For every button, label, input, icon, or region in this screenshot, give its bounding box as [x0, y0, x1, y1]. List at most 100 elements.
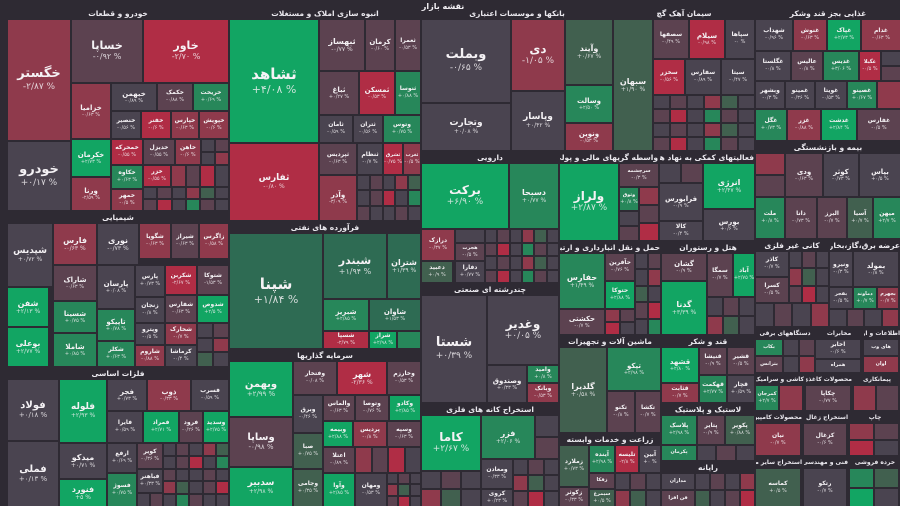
mini-stock-tile[interactable]: [190, 469, 202, 481]
mini-stock-tile[interactable]: [726, 474, 739, 489]
mini-stock-tile[interactable]: [405, 448, 420, 472]
stock-tile[interactable]: ثباغ +۰/۲۷ %: [320, 72, 358, 114]
mini-stock-tile[interactable]: [705, 110, 720, 122]
stock-tile[interactable]: پارسان +۰/۰۸ %: [98, 266, 134, 308]
stock-tile[interactable]: همراه: [816, 360, 860, 372]
stock-tile[interactable]: ثتران -۰/۵۶ %: [354, 116, 382, 142]
mini-stock-tile[interactable]: [654, 138, 669, 150]
mini-stock-tile[interactable]: [186, 166, 199, 186]
stock-tile[interactable]: غگلستا -۰/۸ %: [756, 52, 790, 80]
stock-tile[interactable]: شکلر +۰/۶۳ %: [98, 342, 134, 366]
stock-tile[interactable]: ثشرق -۰/۷۵ %: [384, 144, 402, 174]
stock-tile[interactable]: ملت +۰/۸ %: [756, 198, 784, 238]
mini-stock-tile[interactable]: [724, 298, 738, 315]
stock-tile[interactable]: ثنوسا +۰/۸۸ %: [396, 72, 420, 114]
stock-tile[interactable]: صبا +۰/۷۵ %: [294, 434, 322, 468]
stock-tile[interactable]: شراز +۲/۹۸ %: [370, 332, 396, 348]
mini-stock-tile[interactable]: [722, 96, 737, 108]
stock-tile[interactable]: وتجارت +۰/۰۸ %: [422, 104, 510, 150]
mini-stock-tile[interactable]: [158, 188, 171, 198]
stock-tile[interactable]: غدام -۰/۶۳ %: [862, 20, 900, 50]
mini-stock-tile[interactable]: [756, 154, 784, 174]
stock-tile[interactable]: قثابت -۰/۷ %: [662, 384, 698, 402]
mini-stock-tile[interactable]: [654, 110, 669, 122]
stock-tile[interactable]: وبانک -۰/۵۳ %: [528, 384, 558, 402]
stock-tile[interactable]: شبریز +۲/۸۵ %: [324, 300, 368, 330]
mini-stock-tile[interactable]: [456, 230, 484, 242]
mini-stock-tile[interactable]: [198, 338, 212, 352]
mini-stock-tile[interactable]: [422, 490, 440, 506]
stock-tile[interactable]: غصینو +۰/۶۷ %: [848, 82, 876, 108]
mini-stock-tile[interactable]: [186, 200, 200, 210]
stock-tile[interactable]: وبرق -۰/۴۶ %: [294, 396, 322, 432]
mini-stock-tile[interactable]: [383, 206, 395, 220]
stock-tile[interactable]: سیمرغ +۰/۵ %: [590, 490, 614, 506]
mini-stock-tile[interactable]: [877, 386, 898, 410]
mini-stock-tile[interactable]: [409, 176, 420, 190]
mini-stock-tile[interactable]: [177, 482, 189, 494]
stock-tile[interactable]: ثمسکن -۰/۵۳ %: [360, 72, 394, 114]
stock-tile[interactable]: شپدیس +۰/۷۲ %: [8, 224, 52, 286]
mini-stock-tile[interactable]: [203, 444, 215, 455]
mini-stock-tile[interactable]: [190, 495, 202, 506]
stock-tile[interactable]: خزر -۰/۵۵ %: [144, 166, 170, 186]
mini-stock-tile[interactable]: [724, 317, 738, 334]
stock-tile[interactable]: غویتا -۰/۵۳ %: [816, 82, 846, 108]
mini-stock-tile[interactable]: [756, 176, 784, 196]
stock-tile[interactable]: دعبید +۰/۹ %: [422, 262, 452, 282]
mini-stock-tile[interactable]: [616, 491, 630, 506]
mini-stock-tile[interactable]: [800, 357, 814, 372]
mini-stock-tile[interactable]: [370, 176, 382, 190]
mini-stock-tile[interactable]: [203, 495, 215, 506]
stock-tile[interactable]: خودرو +۰/۱۷ %: [8, 142, 70, 210]
mini-stock-tile[interactable]: [739, 110, 754, 122]
stock-tile[interactable]: خزامیا -۰/۶۳ %: [72, 84, 110, 138]
stock-tile[interactable]: بوعلی +۲/۷۷ %: [8, 328, 48, 366]
mini-stock-tile[interactable]: [649, 319, 660, 334]
stock-tile[interactable]: کمرجان +۲/۷ %: [756, 386, 778, 410]
mini-stock-tile[interactable]: [739, 124, 754, 136]
mini-stock-tile[interactable]: [190, 482, 202, 494]
mini-stock-tile[interactable]: [144, 188, 157, 198]
stock-tile[interactable]: دانا -۰/۷۳ %: [786, 198, 816, 238]
mini-stock-tile[interactable]: [535, 230, 546, 242]
mini-stock-tile[interactable]: [514, 476, 528, 490]
mini-stock-tile[interactable]: [631, 474, 645, 489]
stock-tile[interactable]: شفن +۲/۱۳ %: [8, 288, 48, 326]
mini-stock-tile[interactable]: [536, 416, 558, 436]
stock-tile[interactable]: فرابورس -۰/۹ %: [660, 184, 702, 220]
mini-stock-tile[interactable]: [708, 298, 722, 315]
mini-stock-tile[interactable]: [529, 492, 543, 506]
stock-tile[interactable]: فسرب -۰/۵۹ %: [192, 380, 228, 410]
stock-tile[interactable]: گلدیرا +۰/۵۸ %: [560, 348, 606, 432]
stock-tile[interactable]: تکشا -۰/۷ %: [636, 392, 660, 432]
stock-tile[interactable]: شتوکا -۱/۵۳ %: [198, 266, 228, 294]
mini-stock-tile[interactable]: [198, 353, 212, 366]
stock-tile[interactable]: بکاب: [756, 340, 782, 355]
mini-stock-tile[interactable]: [780, 386, 802, 410]
stock-tile[interactable]: خکمک -۰/۸۸ %: [158, 84, 192, 110]
mini-stock-tile[interactable]: [172, 200, 185, 210]
stock-tile[interactable]: عالیس -۰/۸ %: [792, 52, 822, 80]
mini-stock-tile[interactable]: [198, 324, 212, 337]
stock-tile[interactable]: شفارس -۰/۶۳ %: [166, 296, 196, 322]
stock-tile[interactable]: والماس -۰/۶۳ %: [324, 396, 354, 420]
stock-tile[interactable]: کماسه +۰/۵ %: [756, 469, 800, 506]
stock-tile[interactable]: پتایر -۰/۹ %: [698, 416, 724, 444]
mini-stock-tile[interactable]: [177, 444, 189, 455]
stock-tile[interactable]: وجامی +۰/۳۵ %: [294, 470, 322, 506]
stock-tile[interactable]: سمگا -۰/۷ %: [708, 254, 732, 296]
stock-tile[interactable]: ونوین -۰/۵۳ %: [566, 124, 612, 150]
stock-tile[interactable]: وآذر -۳/۰۹ %: [320, 176, 356, 220]
mini-stock-tile[interactable]: [216, 482, 228, 494]
mini-stock-tile[interactable]: [202, 140, 214, 151]
mini-stock-tile[interactable]: [850, 488, 873, 506]
mini-stock-tile[interactable]: [422, 472, 440, 488]
mini-stock-tile[interactable]: [510, 230, 521, 242]
mini-stock-tile[interactable]: [442, 490, 460, 506]
mini-stock-tile[interactable]: [396, 191, 408, 205]
mini-stock-tile[interactable]: [705, 96, 720, 108]
mini-stock-tile[interactable]: [383, 176, 395, 190]
stock-tile[interactable]: شکربن -۲/۶۷ %: [166, 266, 196, 294]
stock-tile[interactable]: خساپا -۰/۹۲ %: [72, 20, 142, 82]
